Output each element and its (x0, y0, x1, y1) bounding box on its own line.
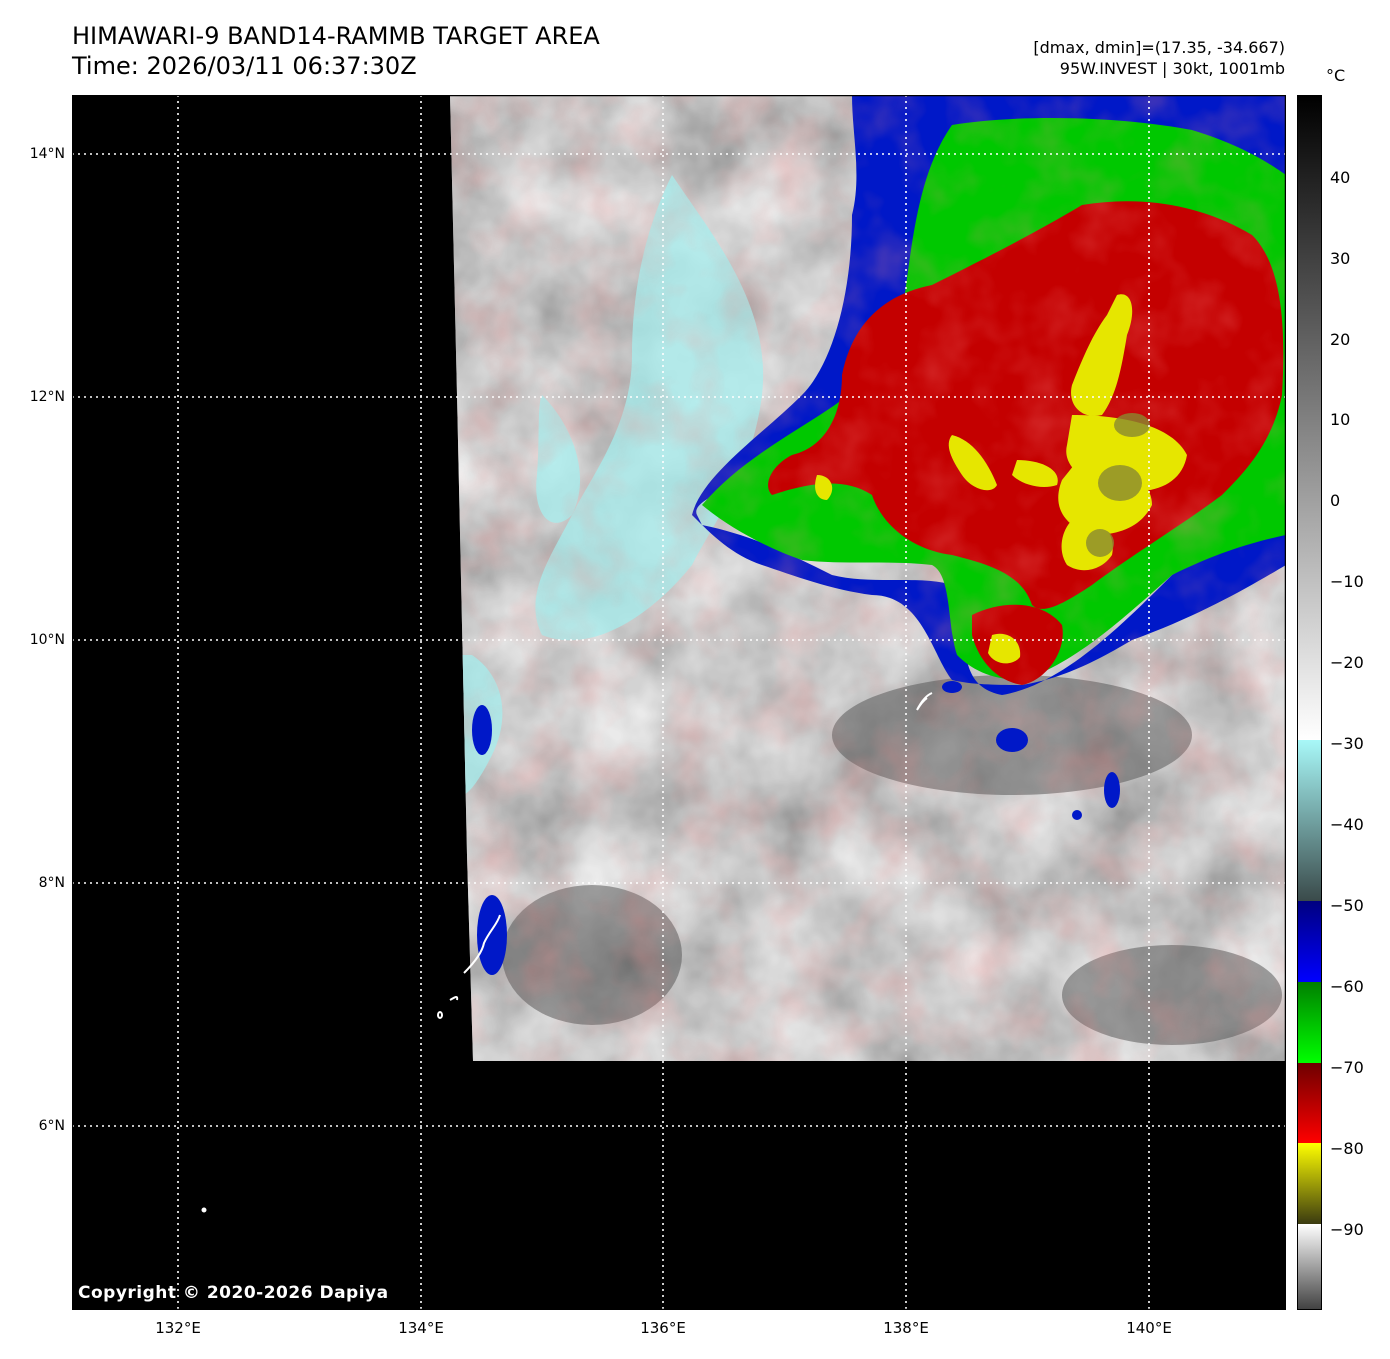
colorbar-tick: 20 (1330, 330, 1351, 349)
latitude-label: 6°N (38, 1118, 65, 1134)
colorbar-tick: −40 (1330, 815, 1364, 834)
latitude-label: 8°N (38, 875, 65, 891)
coastlines (201, 692, 933, 1213)
overshooting-tops (1086, 413, 1150, 557)
data-range-readout: [dmax, dmin]=(17.35, -34.667) (1033, 38, 1285, 57)
copyright-notice: Copyright © 2020-2026 Dapiya (78, 1283, 389, 1303)
colorbar-tick: 30 (1330, 249, 1351, 268)
longitude-label: 136°E (640, 1319, 686, 1337)
satellite-map (72, 95, 1286, 1310)
image-timestamp: Time: 2026/03/11 06:37:30Z (72, 52, 417, 80)
latitude-label: 12°N (29, 389, 65, 405)
graticule (72, 95, 1286, 1310)
colorbar (1297, 95, 1322, 1310)
colorbar-tick: −60 (1330, 977, 1364, 996)
longitude-label: 138°E (883, 1319, 929, 1337)
colorbar-tick: −10 (1330, 572, 1364, 591)
colorbar-tick: −80 (1330, 1139, 1364, 1158)
colorbar-tick: −30 (1330, 734, 1364, 753)
colorbar-tick: −90 (1330, 1220, 1364, 1239)
colorbar-tick: −50 (1330, 896, 1364, 915)
satellite-swath (450, 95, 1286, 1061)
latitude-label: 14°N (29, 146, 65, 162)
colorbar-tick: −20 (1330, 653, 1364, 672)
colorbar-tick: −70 (1330, 1058, 1364, 1077)
colorbar-unit: °C (1326, 66, 1346, 85)
latitude-label: 10°N (29, 632, 65, 648)
longitude-label: 132°E (155, 1319, 201, 1337)
image-title: HIMAWARI-9 BAND14-RAMMB TARGET AREA (72, 22, 600, 50)
longitude-label: 134°E (398, 1319, 444, 1337)
colorbar-tick: 0 (1330, 491, 1341, 510)
storm-info: 95W.INVEST | 30kt, 1001mb (1059, 59, 1285, 78)
longitude-label: 140°E (1126, 1319, 1172, 1337)
colorbar-tick: 10 (1330, 410, 1351, 429)
colorbar-tick: 40 (1330, 168, 1351, 187)
